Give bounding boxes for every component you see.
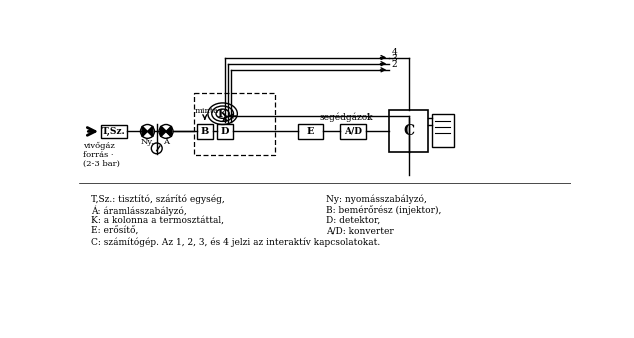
Text: D: D xyxy=(221,127,229,136)
Bar xyxy=(340,124,366,139)
Text: C: C xyxy=(403,124,414,138)
Bar xyxy=(389,110,428,152)
Text: B: B xyxy=(201,127,209,136)
Bar xyxy=(298,124,323,139)
Text: B: bemérőrész (injektor),: B: bemérőrész (injektor), xyxy=(326,206,441,215)
Text: E: E xyxy=(306,127,314,136)
Text: T,Sz.: T,Sz. xyxy=(102,127,126,136)
Text: T,Sz.: tisztító, szárító egység,: T,Sz.: tisztító, szárító egység, xyxy=(91,195,224,204)
Text: 2: 2 xyxy=(392,60,397,69)
Text: A/D: A/D xyxy=(344,127,362,136)
Text: K: K xyxy=(218,108,228,119)
Text: minta: minta xyxy=(195,107,219,115)
Bar xyxy=(217,124,233,139)
Text: 4: 4 xyxy=(392,48,398,57)
Polygon shape xyxy=(142,126,148,137)
Text: K: a kolonna a termosztáttal,: K: a kolonna a termosztáttal, xyxy=(91,216,224,225)
Polygon shape xyxy=(148,126,153,137)
Polygon shape xyxy=(166,126,171,137)
Text: vivőgáz
forrás ·
(2-3 bar): vivőgáz forrás · (2-3 bar) xyxy=(83,141,120,168)
Polygon shape xyxy=(160,126,166,137)
Text: 1: 1 xyxy=(366,113,372,122)
Text: Ny: nyomásszabályzó,: Ny: nyomásszabályzó, xyxy=(326,195,427,204)
Bar xyxy=(101,125,127,138)
Text: E: erősítő,: E: erősítő, xyxy=(91,227,138,236)
Text: 3: 3 xyxy=(392,54,397,63)
Bar xyxy=(194,93,275,154)
Text: Á: Á xyxy=(163,138,169,146)
Text: segédgázok: segédgázok xyxy=(320,113,373,122)
Text: A/D: konverter: A/D: konverter xyxy=(326,227,394,236)
Text: D: detektor,: D: detektor, xyxy=(326,216,380,225)
Bar xyxy=(432,115,453,147)
Text: Á: áramlásszabályzó,: Á: áramlásszabályzó, xyxy=(91,206,186,216)
Bar xyxy=(197,124,212,139)
Text: Ny.: Ny. xyxy=(141,138,154,146)
Text: C: számítógép. Az 1, 2, 3, és 4 jelzi az interaktív kapcsolatokat.: C: számítógép. Az 1, 2, 3, és 4 jelzi az… xyxy=(91,238,380,247)
